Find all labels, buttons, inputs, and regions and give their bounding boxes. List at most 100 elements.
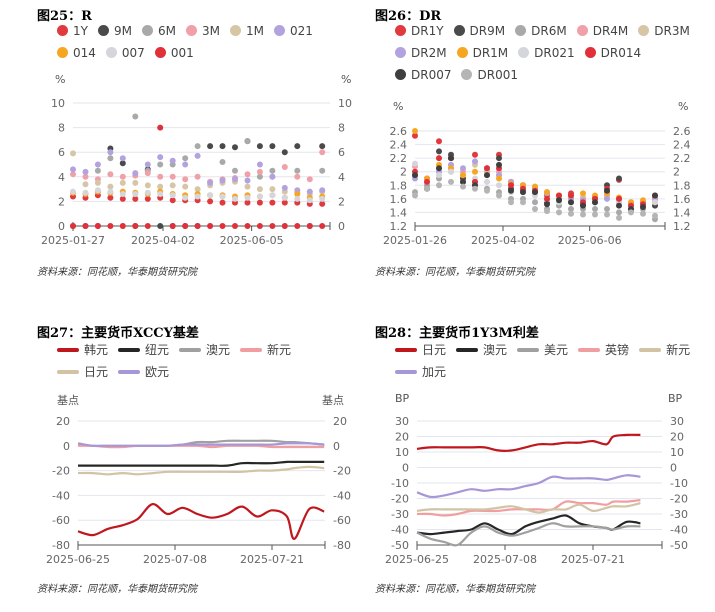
legend-label: DR001 [477, 67, 518, 82]
legend-label: 014 [73, 45, 96, 60]
chart-title: 图26：DR [375, 9, 442, 24]
data-point [532, 206, 538, 212]
data-point [294, 195, 301, 202]
x-tick-label: 2025-07-21 [240, 553, 304, 566]
legend-item: 1Y [57, 22, 88, 39]
data-point [107, 188, 114, 195]
legend-dot-swatch [395, 25, 406, 36]
legend-item: 日元 [395, 341, 446, 358]
data-point [244, 199, 251, 206]
x-tick-label: 2025-04-02 [471, 234, 535, 247]
data-point [119, 155, 126, 162]
data-point [472, 158, 478, 165]
y-tick-label-right: 10 [670, 446, 684, 459]
data-point [604, 206, 610, 212]
y-tick-label-left: -20 [52, 465, 70, 478]
y-tick-label-right: 8 [338, 122, 345, 135]
y-tick-label-right: 20 [333, 415, 347, 428]
data-point [207, 143, 214, 150]
legend-item: DR021 [518, 44, 575, 61]
data-point [232, 167, 238, 174]
source-note: 资料来源：同花顺，华泰期货研究院 [37, 267, 197, 278]
chart-legend: 1Y 9M 6M 3M 1M 021 014 007 001 [57, 22, 357, 61]
data-point [436, 165, 442, 172]
legend-label: 1M [245, 23, 264, 38]
data-point [182, 155, 189, 162]
series-1M [70, 150, 326, 197]
data-point [157, 154, 164, 161]
data-point [144, 223, 151, 229]
data-point [448, 168, 454, 175]
y-tick-label-right: -80 [333, 539, 351, 552]
data-point [132, 179, 139, 186]
data-point [144, 189, 151, 196]
data-point [556, 192, 562, 199]
legend-item: DR6M [515, 22, 567, 39]
data-point [219, 223, 226, 229]
legend-line-swatch [57, 347, 79, 352]
legend-item: 021 [273, 22, 313, 39]
legend-label: DR1M [472, 45, 509, 60]
legend-dot-swatch [515, 25, 527, 36]
data-point [256, 161, 263, 168]
axis-unit-left: 基点 [57, 394, 79, 407]
legend-label: 美元 [544, 343, 569, 357]
data-point [436, 148, 442, 155]
data-point [508, 187, 514, 194]
legend-label: 3M [201, 23, 220, 38]
data-point [82, 173, 89, 180]
data-point [448, 178, 454, 185]
data-point [94, 187, 101, 194]
legend-label: DR021 [534, 45, 575, 60]
legend-item: DR9M [453, 22, 505, 39]
data-point [132, 195, 139, 202]
data-point [306, 176, 313, 183]
data-point [269, 199, 276, 206]
series-line [416, 502, 641, 514]
y-tick-label-right: 1.4 [673, 206, 691, 219]
data-point [256, 168, 263, 175]
data-point [182, 161, 189, 168]
axis-unit-left: BP [395, 392, 410, 405]
y-tick-label-left: 4 [58, 171, 65, 184]
x-tick-label: 2025-06-06 [558, 234, 622, 247]
data-point [194, 193, 201, 200]
legend-item: 英镑 [578, 341, 629, 358]
legend-item: 澳元 [456, 341, 507, 358]
y-tick-label-right: -20 [670, 493, 688, 506]
legend-label: 日元 [84, 365, 109, 379]
data-point [182, 223, 189, 229]
data-point [319, 143, 326, 150]
y-tick-label-left: 6 [58, 146, 65, 159]
data-point [157, 183, 164, 190]
data-point [144, 161, 151, 168]
data-point [244, 138, 251, 145]
axis-unit-left: % [55, 73, 66, 86]
legend-item: 加元 [395, 363, 446, 380]
source-note: 资料来源：同花顺，华泰期货研究院 [375, 267, 535, 278]
y-tick-label-right: -60 [333, 514, 351, 527]
data-point [219, 143, 226, 150]
data-point [119, 195, 126, 202]
data-point [319, 223, 326, 229]
data-point [281, 223, 288, 229]
chart-c2: 1.2 1.21.4 1.41.6 1.61.8 1.82 22.2 2.22.4 2.42.… [383, 125, 690, 247]
data-point [169, 223, 176, 229]
series-021 [70, 149, 326, 195]
legend-dot-swatch [453, 25, 465, 36]
x-tick-label: 2025-06-25 [46, 553, 110, 566]
data-point [70, 166, 76, 173]
data-point [484, 172, 490, 179]
data-point [232, 176, 238, 183]
legend-line-swatch [240, 347, 263, 352]
data-point [157, 191, 164, 197]
legend-label: 6M [157, 23, 176, 38]
y-tick-label-right: 2 [338, 195, 345, 208]
legend-item: 3M [185, 22, 220, 39]
data-point [580, 190, 586, 197]
data-point [132, 170, 139, 177]
legend-item: DR4M [576, 22, 628, 39]
data-point [496, 182, 502, 189]
